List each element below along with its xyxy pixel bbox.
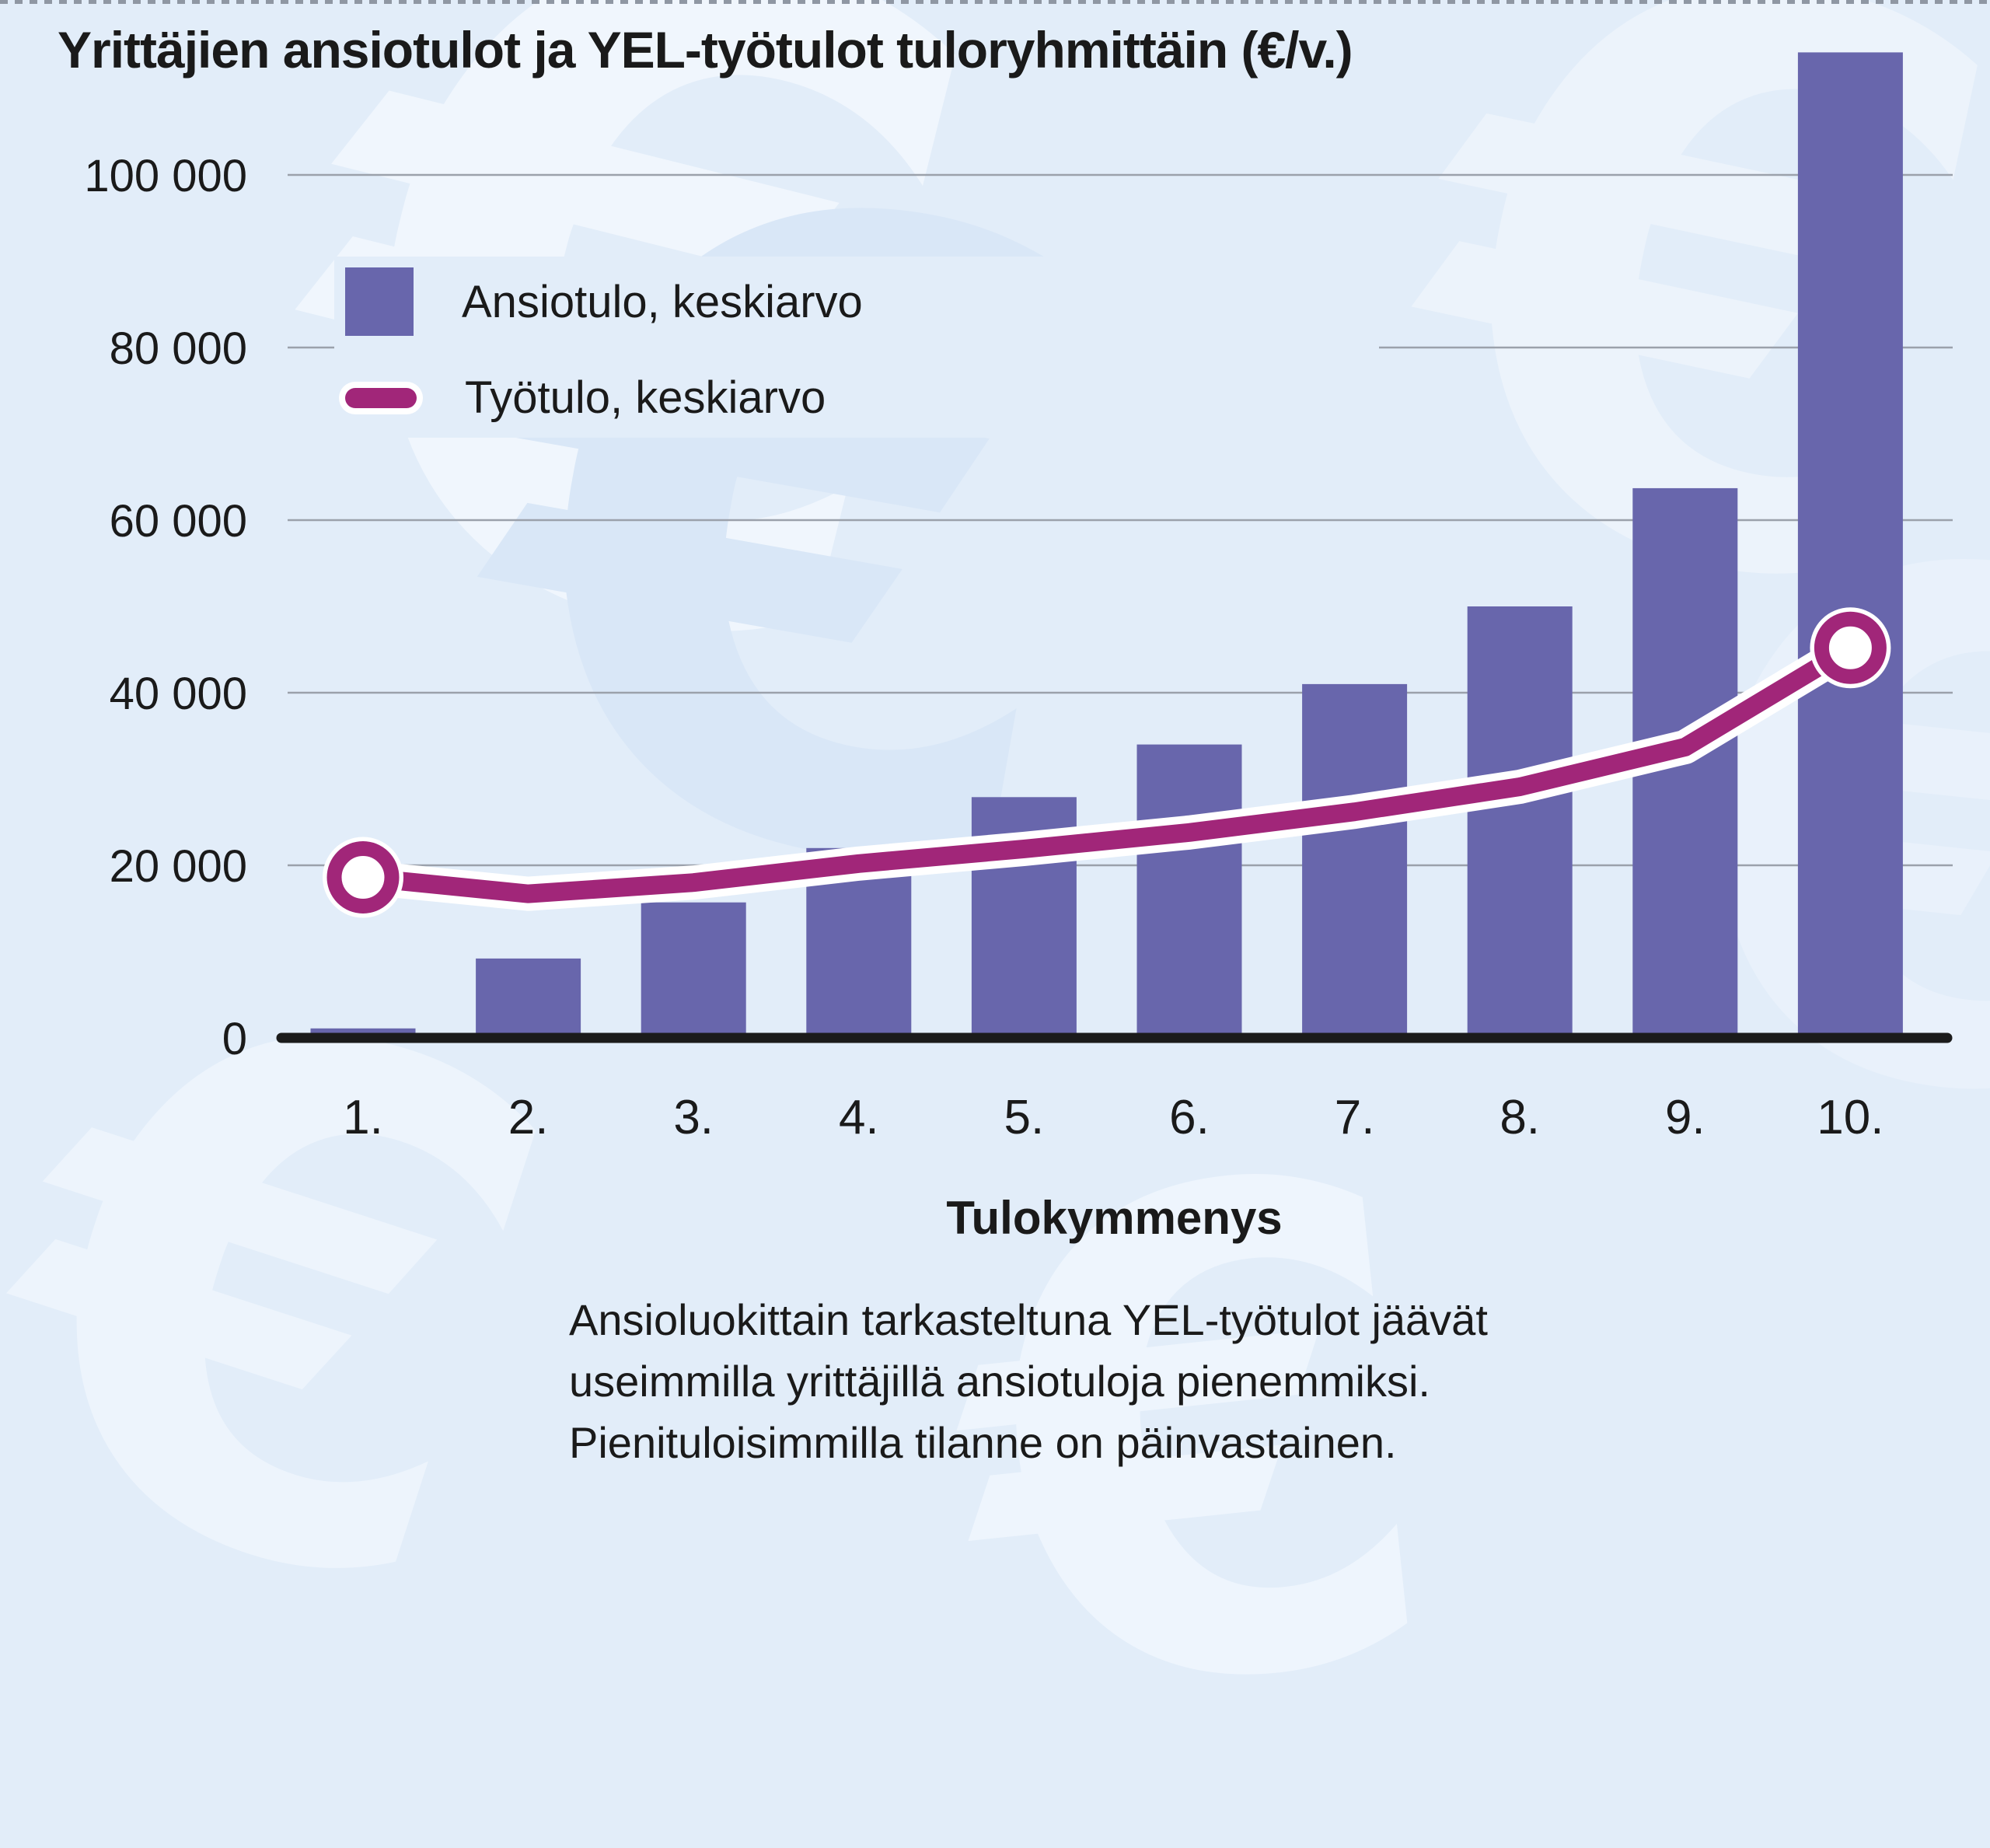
- legend-item-tyotulo: Työtulo, keskiarvo: [345, 372, 1379, 424]
- line-swatch-icon: [345, 387, 417, 408]
- dotted-top-border: [0, 0, 1990, 4]
- caption-line: useimmilla yrittäjillä ansiotuloja piene…: [569, 1357, 1430, 1406]
- bar-decile-8: [1467, 606, 1573, 1041]
- y-tick-label: 0: [222, 1014, 247, 1064]
- x-tick-label: 3.: [673, 1091, 714, 1144]
- x-tick-label: 4.: [839, 1091, 879, 1144]
- y-tick-label: 60 000: [110, 496, 247, 547]
- caption: Ansioluokittain tarkasteltuna YEL-työtul…: [569, 1289, 1488, 1473]
- x-tick-label: 8.: [1499, 1091, 1540, 1144]
- y-tick-label: 100 000: [84, 151, 247, 201]
- tyotulo-line-casing: [346, 631, 1868, 911]
- legend: Ansiotulo, keskiarvo Työtulo, keskiarvo: [334, 257, 1379, 438]
- bar-swatch-icon: [345, 267, 414, 336]
- bar-decile-7: [1302, 683, 1408, 1041]
- x-tick-label: 1.: [343, 1091, 383, 1144]
- chart-title: Yrittäjien ansiotulot ja YEL-työtulot tu…: [58, 21, 1353, 79]
- x-tick-label: 6.: [1169, 1091, 1210, 1144]
- y-tick-label: 20 000: [110, 841, 247, 892]
- legend-label: Työtulo, keskiarvo: [465, 372, 826, 423]
- caption-line: Pienituloisimmilla tilanne on päinvastai…: [569, 1418, 1397, 1467]
- marker-icon: [326, 841, 400, 914]
- y-tick-label: 80 000: [110, 323, 247, 374]
- bar-decile-2: [476, 958, 581, 1041]
- x-tick-label: 9.: [1665, 1091, 1705, 1144]
- tyotulo-line: [354, 638, 1860, 903]
- bar-decile-6: [1136, 744, 1242, 1041]
- bar-decile-3: [641, 902, 746, 1041]
- x-axis-title: Tulokymmenys: [946, 1192, 1283, 1244]
- x-tick-label: 5.: [1004, 1091, 1045, 1144]
- x-tick-label: 10.: [1817, 1091, 1884, 1144]
- marker-icon: [1814, 611, 1887, 684]
- x-tick-label: 7.: [1335, 1091, 1375, 1144]
- legend-label: Ansiotulo, keskiarvo: [462, 276, 863, 327]
- x-tick-label: 2.: [508, 1091, 549, 1144]
- caption-line: Ansioluokittain tarkasteltuna YEL-työtul…: [569, 1295, 1488, 1344]
- chart-canvas: 0 20 000 40 000 60 000 80 000 100 000 1. 2. 3. 4.…: [84, 52, 1953, 1144]
- y-tick-label: 40 000: [110, 669, 247, 719]
- bar-decile-10: [1797, 52, 1903, 1041]
- legend-item-ansiotulo: Ansiotulo, keskiarvo: [345, 267, 1379, 336]
